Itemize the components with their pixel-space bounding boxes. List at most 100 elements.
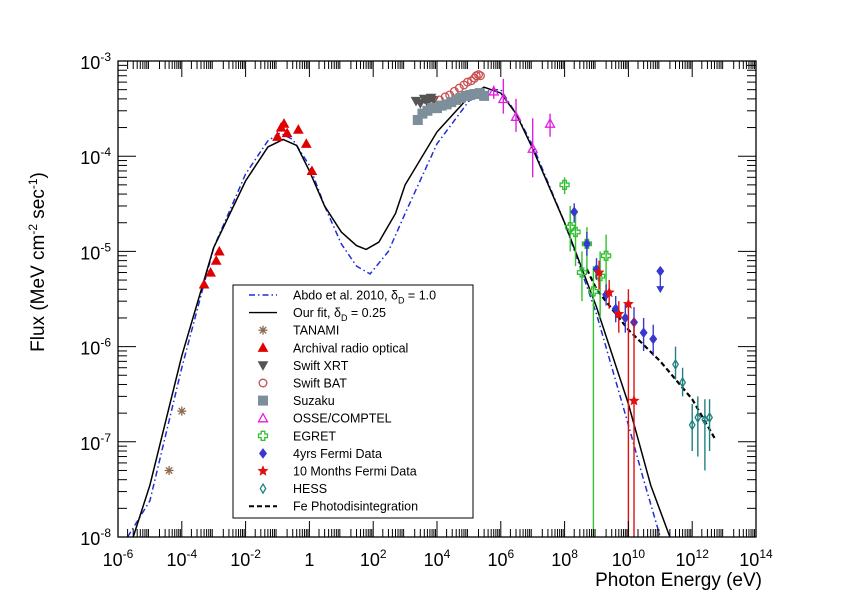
legend-label: Swift XRT <box>293 359 349 373</box>
series-egret <box>559 177 612 537</box>
y-tick-label: 10-3 <box>80 50 111 73</box>
x-tick-mantissa: 10 <box>103 550 123 570</box>
legend-swatch <box>257 342 269 352</box>
legend-label-sub: D <box>341 313 348 323</box>
y-tick-exponent: -6 <box>100 336 111 350</box>
point-4yrs-fermi-data <box>570 206 579 218</box>
marker-shape <box>281 127 293 138</box>
marker-shape <box>259 482 267 495</box>
marker-shape <box>613 308 625 319</box>
x-tick-mantissa: 10 <box>739 550 759 570</box>
legend-label: Abdo et al. 2010, δD = 1.0 <box>293 289 436 306</box>
point-swift-bat <box>474 70 483 80</box>
asterisk-stroke <box>178 407 186 415</box>
point-hess <box>672 358 679 371</box>
marker-shape <box>527 142 539 153</box>
x-tick-label: 1 <box>304 550 314 570</box>
legend-label-main: TANAMI <box>293 324 339 338</box>
series-hess <box>672 346 714 471</box>
marker-shape <box>278 118 290 128</box>
x-tick-label: 10-2 <box>230 547 261 570</box>
marker-shape <box>198 278 210 289</box>
marker-shape <box>272 131 283 141</box>
x-tick-exponent: 12 <box>696 547 710 561</box>
legend-label-main: 10 Months Fermi Data <box>293 465 417 479</box>
marker-shape <box>258 378 268 388</box>
x-tick-label: 1010 <box>612 547 646 570</box>
point-archival-radio-optical <box>272 131 283 141</box>
y-tick-exponent: -7 <box>100 431 111 445</box>
legend-entry: Swift XRT <box>257 359 349 373</box>
y-axis-title-end: ) <box>28 172 49 178</box>
x-tick-mantissa: 10 <box>424 550 444 570</box>
legend-entry: 4yrs Fermi Data <box>259 447 382 461</box>
y-tick-mantissa: 10 <box>80 339 100 359</box>
marker-shape <box>672 358 679 371</box>
legend-entry: HESS <box>259 482 327 496</box>
y-tick-label: 10-5 <box>80 240 111 263</box>
marker-shape <box>257 430 269 441</box>
marker-shape <box>594 270 606 282</box>
x-tick-labels: 10-6 10-4 10-2 1 102 104 106 108 1010 1012 1014 <box>103 547 773 570</box>
legend-swatch <box>258 325 268 335</box>
legend-label: TANAMI <box>293 324 339 338</box>
series-tanami <box>164 406 187 475</box>
point-archival-radio-optical <box>292 124 304 134</box>
x-tick-label: 1012 <box>676 547 710 570</box>
point-tanami <box>164 465 174 475</box>
legend-swatch <box>258 378 268 388</box>
point-10-months-fermi-data <box>603 286 615 298</box>
point-egret <box>570 226 581 238</box>
legend-label: EGRET <box>293 429 336 443</box>
point-10-months-fermi-data <box>628 394 640 406</box>
legend-label-main: EGRET <box>293 429 336 443</box>
point-egret <box>600 250 612 261</box>
legend-entry: OSSE/COMPTEL <box>257 412 392 426</box>
y-axis-title-main: Flux (MeV cm <box>28 235 49 352</box>
y-axis-title-sup2: -1 <box>26 178 40 189</box>
marker-shape <box>474 70 483 80</box>
y-axis-title-mid: sec <box>28 189 49 224</box>
marker-shape <box>688 419 696 431</box>
marker-shape <box>603 286 615 298</box>
legend-entry: Archival radio optical <box>257 341 408 355</box>
marker-shape <box>679 376 687 389</box>
point-egret <box>576 267 588 278</box>
marker-shape <box>600 250 612 261</box>
point-archival-radio-optical <box>306 165 318 176</box>
point-swift-xrt <box>414 99 426 109</box>
marker-shape <box>582 238 591 250</box>
y-axis-title: Flux (MeV cm-2 sec-1) <box>26 172 49 352</box>
y-tick-label: 10-8 <box>80 526 111 549</box>
point-swift-bat <box>454 83 464 93</box>
marker-shape <box>694 411 702 424</box>
marker-shape <box>510 110 522 121</box>
legend-entry: Swift BAT <box>258 377 347 391</box>
legend-label-main: Swift XRT <box>293 359 349 373</box>
marker-shape <box>257 465 269 476</box>
marker-shape <box>570 206 579 218</box>
series-archival-radio-optical <box>198 118 318 289</box>
legend-box <box>232 284 474 519</box>
curve-fe-photodisintegration <box>585 268 716 439</box>
marker-shape <box>628 394 640 406</box>
x-tick-label: 108 <box>551 547 578 570</box>
x-tick-exponent: 10 <box>632 547 646 561</box>
legend-label: OSSE/COMPTEL <box>293 412 392 426</box>
x-tick-mantissa: 10 <box>612 550 632 570</box>
legend-label: Suzaku <box>293 394 335 408</box>
y-tick-exponent: -4 <box>100 145 111 159</box>
asterisk-stroke <box>259 326 267 334</box>
marker-shape <box>565 221 576 233</box>
marker-shape <box>213 245 225 256</box>
x-tick-label: 1014 <box>739 547 773 570</box>
marker-shape <box>462 77 472 87</box>
legend-label-main: Archival radio optical <box>293 341 408 355</box>
legend-label-suffix: = 0.25 <box>347 306 386 320</box>
point-archival-radio-optical <box>278 118 290 128</box>
y-tick-label: 10-7 <box>80 431 111 454</box>
marker-shape <box>706 411 714 424</box>
data-points <box>164 70 714 537</box>
marker-shape <box>479 90 490 101</box>
legend-entry: Abdo et al. 2010, δD = 1.0 <box>249 289 436 306</box>
